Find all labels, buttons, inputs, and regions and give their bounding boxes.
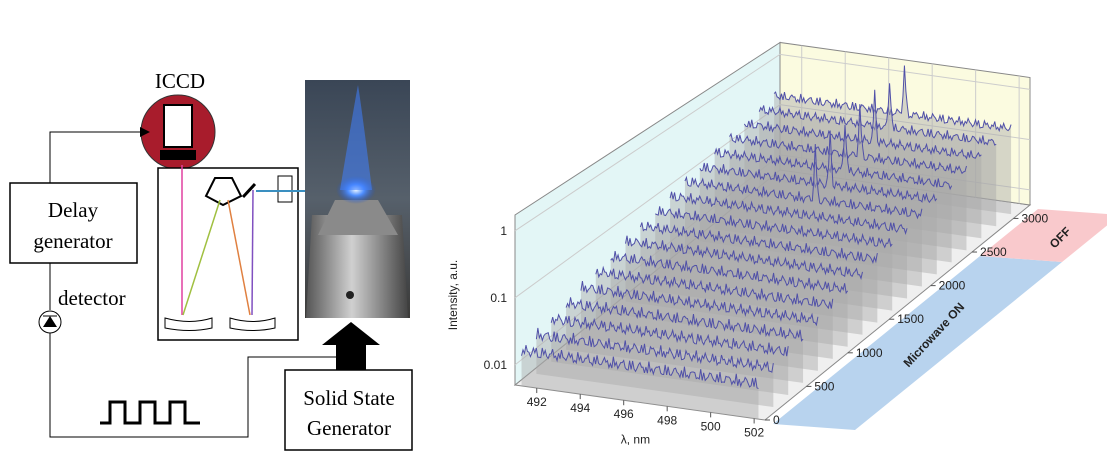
spectrum (669, 191, 908, 236)
spectrum (550, 313, 789, 357)
spectrum (580, 281, 819, 327)
region-on (773, 256, 1063, 430)
wire (49, 131, 140, 183)
spectrum (743, 89, 982, 160)
iccd-label: ICCD (155, 69, 205, 93)
x-tick-label: 500 (701, 419, 721, 433)
spectrum (639, 221, 878, 264)
spectrum (714, 124, 953, 191)
depth-tick-label: 3000 (1021, 211, 1048, 225)
spectrum (758, 83, 997, 146)
arrow (322, 322, 380, 370)
setup-diagram: ICCD Solid State Generator Delay generat… (9, 69, 413, 451)
spectrum (565, 297, 804, 342)
region-off (980, 209, 1107, 263)
depth-tick-label: 0 (773, 413, 780, 427)
grid-line (514, 53, 1031, 232)
x-tick-label: 496 (614, 407, 634, 421)
nozzle (306, 215, 408, 318)
mirror (241, 182, 257, 199)
depth-tick-label: 2000 (939, 279, 966, 293)
nozzle-tip (318, 200, 398, 235)
ray (251, 189, 254, 316)
spectrum (625, 235, 863, 280)
iccd-mount (160, 150, 196, 160)
y-tick-label: 0.01 (484, 358, 508, 372)
generator-box (284, 369, 413, 451)
x-tick-label: 498 (657, 413, 677, 427)
spectrum (655, 206, 893, 249)
spectrum (610, 250, 849, 295)
generator-label: Generator (307, 416, 391, 440)
y-axis-label: Intensity, a.u. (446, 260, 460, 330)
arrowhead (140, 127, 150, 137)
slit (277, 175, 293, 203)
spectrum (773, 65, 1012, 133)
y-tick-label: 0.1 (490, 291, 507, 305)
depth-tick-label: 500 (814, 379, 834, 393)
spectrum-fill (774, 65, 1012, 215)
spectrum-fill (729, 104, 967, 251)
spectrum-fill (625, 235, 863, 335)
x-tick-label: 492 (527, 395, 547, 409)
spectrum-fill (580, 281, 818, 371)
spectrum-fill (521, 345, 759, 420)
spectrum-fill (551, 314, 789, 395)
generator-label: Solid State (303, 386, 395, 410)
depth-tick-label: 1000 (856, 346, 883, 360)
diode (43, 316, 57, 327)
prism (204, 177, 243, 207)
iccd-body (163, 104, 193, 148)
x-tick-label: 502 (744, 425, 764, 439)
delay-box (9, 182, 138, 264)
delay-label: generator (33, 229, 112, 253)
y-tick-label: 1 (500, 224, 507, 238)
ray (182, 199, 221, 316)
wire (49, 333, 336, 438)
spectrum (684, 143, 923, 220)
grating (229, 317, 276, 331)
spectrum (699, 130, 938, 204)
back-wall (779, 41, 1031, 206)
ray (227, 199, 251, 316)
waterfall-plot: 492 494 496 498 500 502 1 0.1 0.01 0 500 1000 1500 20… (446, 41, 1107, 446)
delay-label: Delay (48, 198, 99, 222)
grating (164, 317, 213, 331)
detector-label: detector (58, 286, 126, 310)
x-tick-label: 494 (570, 401, 590, 415)
spectrum-fill (595, 267, 833, 359)
grid-line (514, 104, 1031, 299)
spectrum-fill (640, 221, 878, 323)
hole (346, 291, 354, 299)
depth-tick-label: 1500 (897, 312, 924, 326)
flame (340, 85, 372, 190)
spectrum (729, 104, 967, 175)
spectrum-fill (699, 130, 937, 275)
spectrum (535, 327, 774, 373)
spectrum (595, 265, 834, 310)
spectrum-fill (684, 144, 922, 287)
spectrum (521, 345, 759, 390)
x-axis-label: λ, nm (621, 432, 650, 446)
spectrum-fill (536, 327, 774, 408)
spectrum-fill (566, 297, 804, 383)
spectrum-fill (655, 206, 893, 311)
depth-tick-label: 2500 (980, 245, 1007, 259)
pulse-train (100, 400, 200, 425)
spectrum-fill (610, 251, 848, 347)
grid-line (514, 154, 1031, 366)
